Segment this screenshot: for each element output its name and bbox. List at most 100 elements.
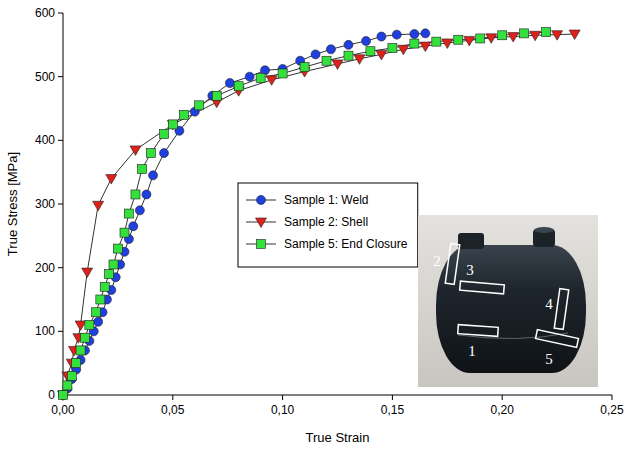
data-point <box>160 129 169 138</box>
inset: 12345 <box>418 215 598 387</box>
x-axis <box>63 395 612 396</box>
x-axis-title: True Strain <box>306 430 370 445</box>
inset-sample-box <box>536 330 579 348</box>
data-point <box>442 39 453 49</box>
inset-background <box>418 215 598 387</box>
x-tick-label: 0,00 <box>51 403 75 417</box>
series-line <box>63 33 425 395</box>
data-point <box>354 55 365 64</box>
data-point <box>75 321 86 331</box>
legend-box <box>238 183 418 267</box>
x-tick <box>282 395 283 400</box>
data-point <box>113 244 122 253</box>
data-point <box>94 317 103 326</box>
legend-label: Sample 2: Shell <box>284 215 368 229</box>
data-point <box>266 76 277 86</box>
inset-label: 5 <box>545 351 553 367</box>
data-point <box>195 101 204 110</box>
y-tick-label: 200 <box>35 261 55 275</box>
x-tick-label: 0,20 <box>491 403 515 417</box>
legend-marker <box>257 240 266 249</box>
legend-marker <box>257 196 266 205</box>
y-tick-label: 600 <box>35 6 55 20</box>
data-point <box>80 333 89 342</box>
data-point <box>59 391 68 400</box>
inset-sample-box <box>445 244 459 285</box>
y-tick-label: 400 <box>35 133 55 147</box>
inset-sample-box <box>458 325 499 337</box>
data-point <box>129 222 138 231</box>
data-point <box>85 320 94 329</box>
data-point <box>138 164 147 173</box>
data-point <box>486 34 497 44</box>
data-point <box>124 209 133 218</box>
y-tick-label: 500 <box>35 70 55 84</box>
data-point <box>410 30 419 39</box>
data-point <box>245 72 254 81</box>
data-point <box>388 44 397 53</box>
data-point <box>76 346 85 355</box>
data-point <box>130 146 141 156</box>
inset-sample-box <box>460 281 505 294</box>
x-tick-label: 0,10 <box>271 403 295 417</box>
data-point <box>72 359 81 368</box>
data-point <box>106 175 117 185</box>
data-point <box>256 73 265 82</box>
data-point <box>278 69 287 78</box>
x-tick <box>502 395 503 400</box>
data-point <box>362 37 371 46</box>
data-point <box>311 50 320 59</box>
data-point <box>344 51 353 60</box>
data-point <box>498 31 507 40</box>
legend-label: Sample 5: End Closure <box>284 237 408 251</box>
legend-marker <box>256 218 267 228</box>
data-point <box>135 206 144 215</box>
y-tick-label: 100 <box>35 324 55 338</box>
data-point <box>91 308 100 317</box>
data-point <box>58 391 69 401</box>
inset-label: 1 <box>468 343 476 359</box>
inset-label: 4 <box>545 296 553 312</box>
y-tick <box>58 13 63 14</box>
data-point <box>552 31 563 41</box>
data-point <box>421 29 430 38</box>
data-point <box>508 33 519 43</box>
data-point <box>100 282 109 291</box>
data-point <box>410 39 419 48</box>
data-point <box>146 149 155 158</box>
data-point <box>530 31 541 41</box>
data-point <box>420 42 431 52</box>
data-point <box>376 50 387 60</box>
data-point <box>344 40 353 49</box>
y-axis-title: True Stress [MPa] <box>5 152 20 256</box>
tank-seam <box>458 333 568 339</box>
y-tick-label: 300 <box>35 197 55 211</box>
tank-body <box>436 245 586 373</box>
data-point <box>322 56 331 65</box>
x-tick-label: 0,05 <box>161 403 185 417</box>
data-point <box>96 295 105 304</box>
data-point <box>160 149 169 158</box>
data-point <box>149 171 158 180</box>
data-point <box>167 120 178 130</box>
data-point <box>105 270 114 279</box>
legend: Sample 1: WeldSample 2: ShellSample 5: E… <box>238 183 418 267</box>
y-tick <box>58 204 63 205</box>
data-point <box>59 391 68 400</box>
data-point <box>212 91 221 100</box>
data-point <box>63 381 72 390</box>
data-point <box>432 37 441 46</box>
data-point <box>131 190 140 199</box>
data-point <box>234 82 243 91</box>
tank-bracket <box>458 233 484 249</box>
data-point <box>520 29 529 38</box>
y-tick <box>58 331 63 332</box>
data-point <box>93 201 104 211</box>
data-point <box>398 45 409 55</box>
data-point <box>142 190 151 199</box>
data-point <box>120 228 129 237</box>
inset-sample-box <box>554 289 568 330</box>
x-tick-label: 0,25 <box>600 403 624 417</box>
x-tick <box>612 395 613 400</box>
data-point <box>109 260 118 269</box>
